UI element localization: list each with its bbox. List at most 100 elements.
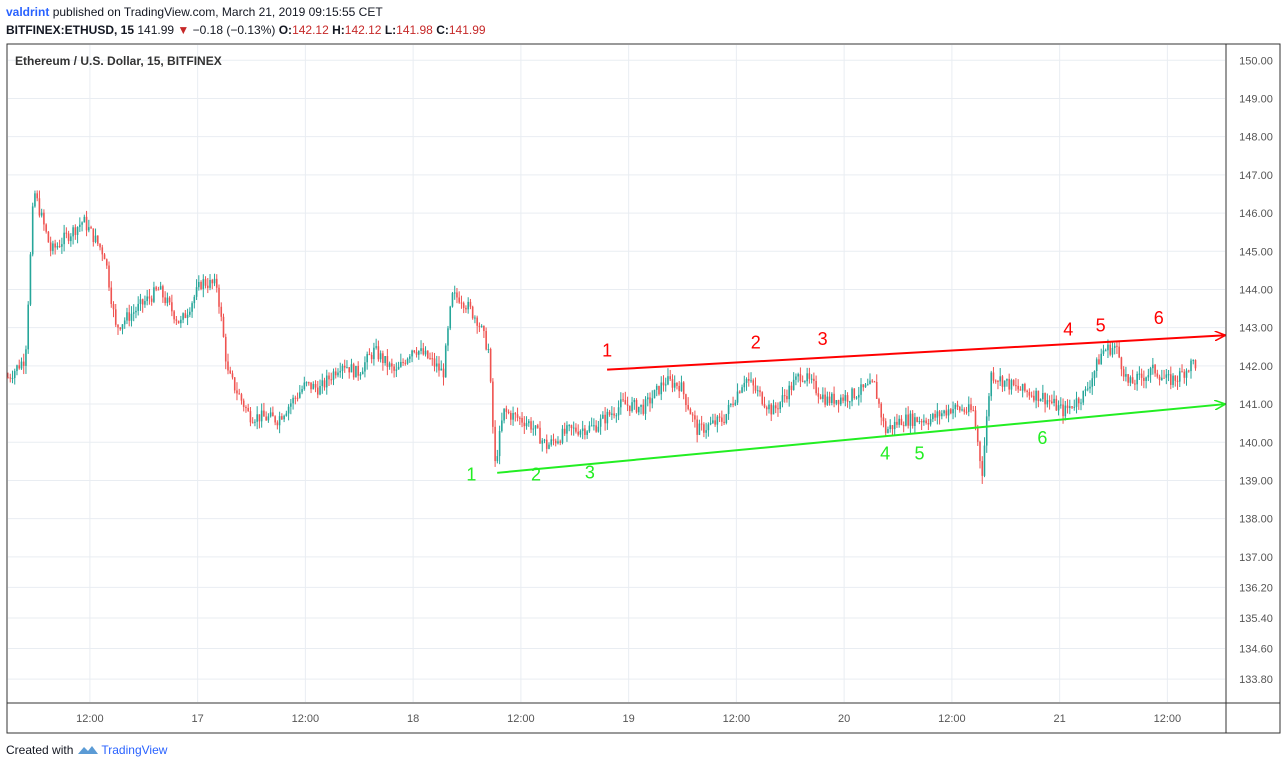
candle-body bbox=[193, 296, 196, 304]
candle-body bbox=[543, 439, 546, 441]
candle-body bbox=[72, 227, 74, 237]
candle-body bbox=[251, 422, 254, 424]
candle-body bbox=[534, 425, 537, 429]
candle-body bbox=[1012, 380, 1015, 386]
candle-body bbox=[985, 416, 988, 446]
candle-body bbox=[1019, 389, 1022, 391]
candle-body bbox=[1075, 398, 1078, 407]
candle-body bbox=[316, 387, 319, 395]
candle-body bbox=[1190, 360, 1192, 372]
candle-body bbox=[88, 227, 90, 231]
candle-body bbox=[864, 384, 867, 388]
candle-body bbox=[743, 382, 746, 388]
candle-body bbox=[907, 414, 909, 426]
candle-body bbox=[1118, 346, 1120, 358]
candle-body bbox=[604, 414, 606, 424]
candle-body bbox=[783, 395, 786, 397]
author-link[interactable]: valdrint bbox=[6, 5, 50, 19]
candle-body bbox=[139, 299, 142, 304]
candle-body bbox=[842, 397, 844, 401]
candle-body bbox=[159, 286, 162, 290]
candle-body bbox=[1051, 401, 1053, 403]
candle-body bbox=[651, 398, 654, 404]
candle-body bbox=[678, 385, 680, 392]
candle-body bbox=[1042, 393, 1044, 400]
candle-body bbox=[530, 421, 532, 430]
candle-body bbox=[631, 402, 633, 412]
candle-body bbox=[981, 461, 984, 476]
candle-body bbox=[476, 317, 478, 326]
support-touch-label: 5 bbox=[915, 443, 925, 463]
low-value: 141.98 bbox=[396, 23, 433, 37]
candle-body bbox=[1057, 405, 1060, 411]
candle-body bbox=[1165, 374, 1168, 378]
tradingview-brand[interactable]: TradingView bbox=[77, 742, 167, 758]
candle-body bbox=[1086, 388, 1089, 390]
candle-body bbox=[25, 349, 27, 366]
candle-body bbox=[496, 456, 499, 462]
candle-body bbox=[198, 281, 200, 288]
candle-body bbox=[866, 384, 869, 386]
candle-body bbox=[409, 356, 411, 359]
candle-body bbox=[1102, 350, 1105, 354]
candle-body bbox=[671, 379, 674, 388]
candle-body bbox=[929, 419, 932, 425]
y-tick-label: 140.00 bbox=[1239, 437, 1273, 449]
candle-body bbox=[626, 404, 629, 406]
candle-body bbox=[11, 377, 14, 379]
candle-body bbox=[1035, 390, 1037, 401]
candle-body bbox=[1064, 405, 1067, 417]
candle-body bbox=[175, 319, 178, 321]
price-axis[interactable]: 150.00 149.00 148.00 147.00 146.00 145.00 144.… bbox=[1239, 55, 1273, 686]
candle-body bbox=[965, 411, 968, 413]
time-axis[interactable]: 12:00 17 12:00 18 12:00 19 12:00 20 12:00 21 12:00 bbox=[76, 713, 1181, 725]
candle-body bbox=[561, 428, 564, 443]
candle-body bbox=[595, 425, 597, 432]
candle-body bbox=[364, 362, 366, 372]
candle-body bbox=[763, 404, 766, 408]
candle-body bbox=[788, 385, 790, 400]
candle-body bbox=[348, 367, 351, 373]
candle-body bbox=[1028, 392, 1031, 396]
candle-body bbox=[974, 410, 977, 428]
candle-body bbox=[20, 361, 23, 369]
candle-body bbox=[215, 278, 218, 288]
y-tick-label: 146.00 bbox=[1239, 208, 1273, 220]
candle-body bbox=[417, 350, 420, 355]
candle-body bbox=[750, 380, 752, 382]
candle-body bbox=[835, 400, 838, 404]
candle-body bbox=[22, 361, 25, 366]
candle-body bbox=[1122, 369, 1125, 377]
candle-body bbox=[976, 427, 979, 442]
candle-body bbox=[16, 365, 18, 372]
candle-body bbox=[739, 391, 741, 393]
candle-body bbox=[431, 358, 434, 360]
candle-body bbox=[920, 421, 923, 423]
resistance-touch-label: 2 bbox=[751, 333, 761, 353]
candle-body bbox=[1176, 380, 1179, 382]
candle-body bbox=[47, 231, 50, 243]
candle-body bbox=[790, 385, 793, 390]
candle-body bbox=[1071, 406, 1073, 408]
candle-body bbox=[997, 381, 999, 383]
candle-body bbox=[813, 378, 815, 381]
resistance-touch-label: 3 bbox=[818, 329, 828, 349]
candle-body bbox=[808, 373, 811, 379]
candle-body bbox=[1077, 398, 1080, 404]
candle-body bbox=[406, 358, 409, 364]
candle-body bbox=[38, 198, 41, 216]
candle-body bbox=[792, 379, 795, 390]
candle-body bbox=[725, 413, 728, 424]
candle-body bbox=[99, 243, 101, 248]
candle-body bbox=[90, 227, 92, 229]
candle-body bbox=[608, 411, 611, 415]
candle-body bbox=[81, 222, 83, 225]
candle-body bbox=[781, 395, 784, 403]
candle-body bbox=[70, 236, 72, 242]
candle-body bbox=[79, 224, 81, 228]
candle-body bbox=[231, 373, 234, 378]
x-tick-label: 12:00 bbox=[292, 713, 320, 725]
candle-body bbox=[943, 410, 945, 414]
candle-body bbox=[330, 379, 333, 381]
